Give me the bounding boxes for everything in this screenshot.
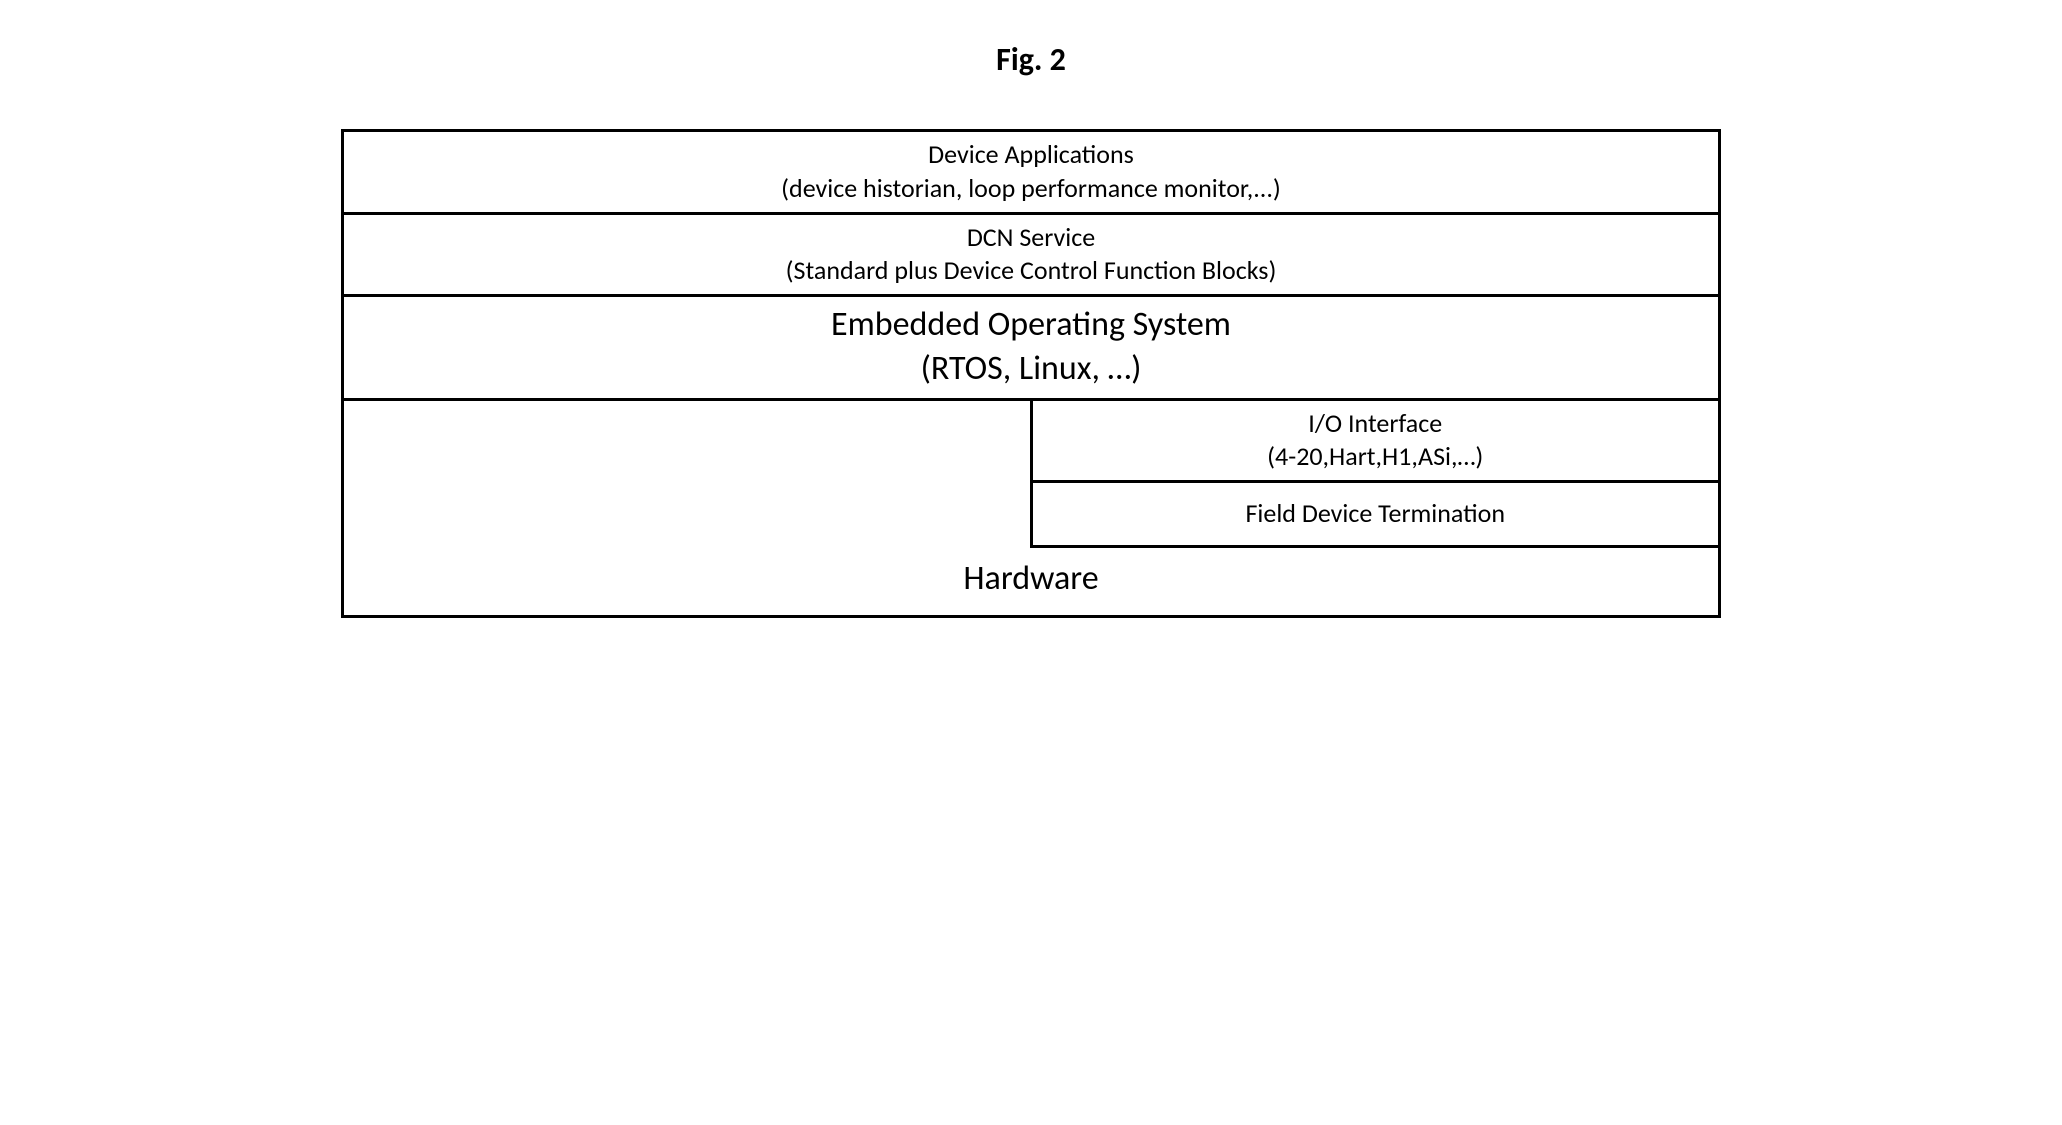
layer-subtitle: (Standard plus Device Control Function B…	[786, 254, 1277, 288]
field-device-box: Field Device Termination	[1033, 483, 1719, 548]
layer-title: Embedded Operating System	[831, 303, 1231, 347]
layer-title: DCN Service	[967, 221, 1095, 255]
field-device-title: Field Device Termination	[1043, 497, 1709, 531]
hardware-right-column: I/O Interface (4-20,Hart,H1,ASi,…) Field…	[1033, 401, 1719, 548]
hardware-top-row: I/O Interface (4-20,Hart,H1,ASi,…) Field…	[344, 401, 1718, 548]
io-interface-subtitle: (4-20,Hart,H1,ASi,…)	[1043, 440, 1709, 474]
layer-subtitle: (device historian, loop performance moni…	[781, 172, 1281, 206]
hardware-left-empty	[344, 401, 1033, 548]
io-interface-box: I/O Interface (4-20,Hart,H1,ASi,…)	[1033, 401, 1719, 484]
hardware-text: Hardware	[354, 558, 1708, 599]
layer-dcn-service: DCN Service (Standard plus Device Contro…	[344, 215, 1718, 298]
io-interface-title: I/O Interface	[1043, 407, 1709, 441]
hardware-section: I/O Interface (4-20,Hart,H1,ASi,…) Field…	[344, 401, 1718, 615]
layer-subtitle: (RTOS, Linux, …)	[921, 347, 1142, 391]
hardware-bottom-label: Hardware	[344, 548, 1718, 615]
layer-embedded-os: Embedded Operating System (RTOS, Linux, …	[344, 297, 1718, 400]
architecture-diagram: Device Applications (device historian, l…	[341, 129, 1721, 618]
layer-title: Device Applications	[928, 138, 1134, 172]
layer-device-applications: Device Applications (device historian, l…	[344, 132, 1718, 215]
figure-title: Fig. 2	[996, 40, 1066, 79]
